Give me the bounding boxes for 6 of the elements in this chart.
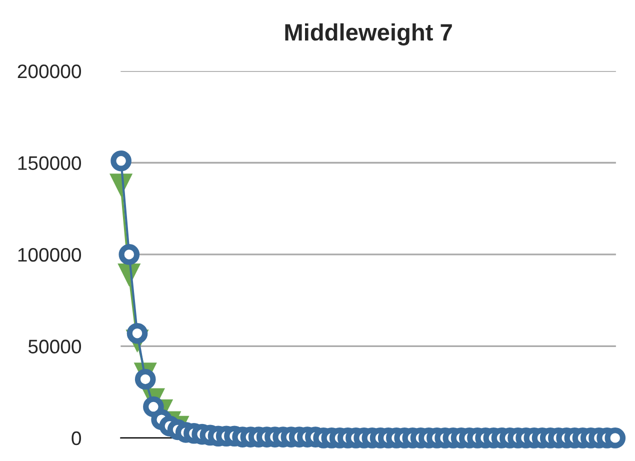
y-tick-label: 50000 xyxy=(28,340,82,354)
y-tick-label: 150000 xyxy=(18,156,82,170)
y-tick-label: 100000 xyxy=(18,248,82,262)
y-tick-label: 0 xyxy=(72,431,81,446)
y-tick-label: 200000 xyxy=(18,64,82,78)
chart-title: Middleweight 7 xyxy=(285,23,452,46)
